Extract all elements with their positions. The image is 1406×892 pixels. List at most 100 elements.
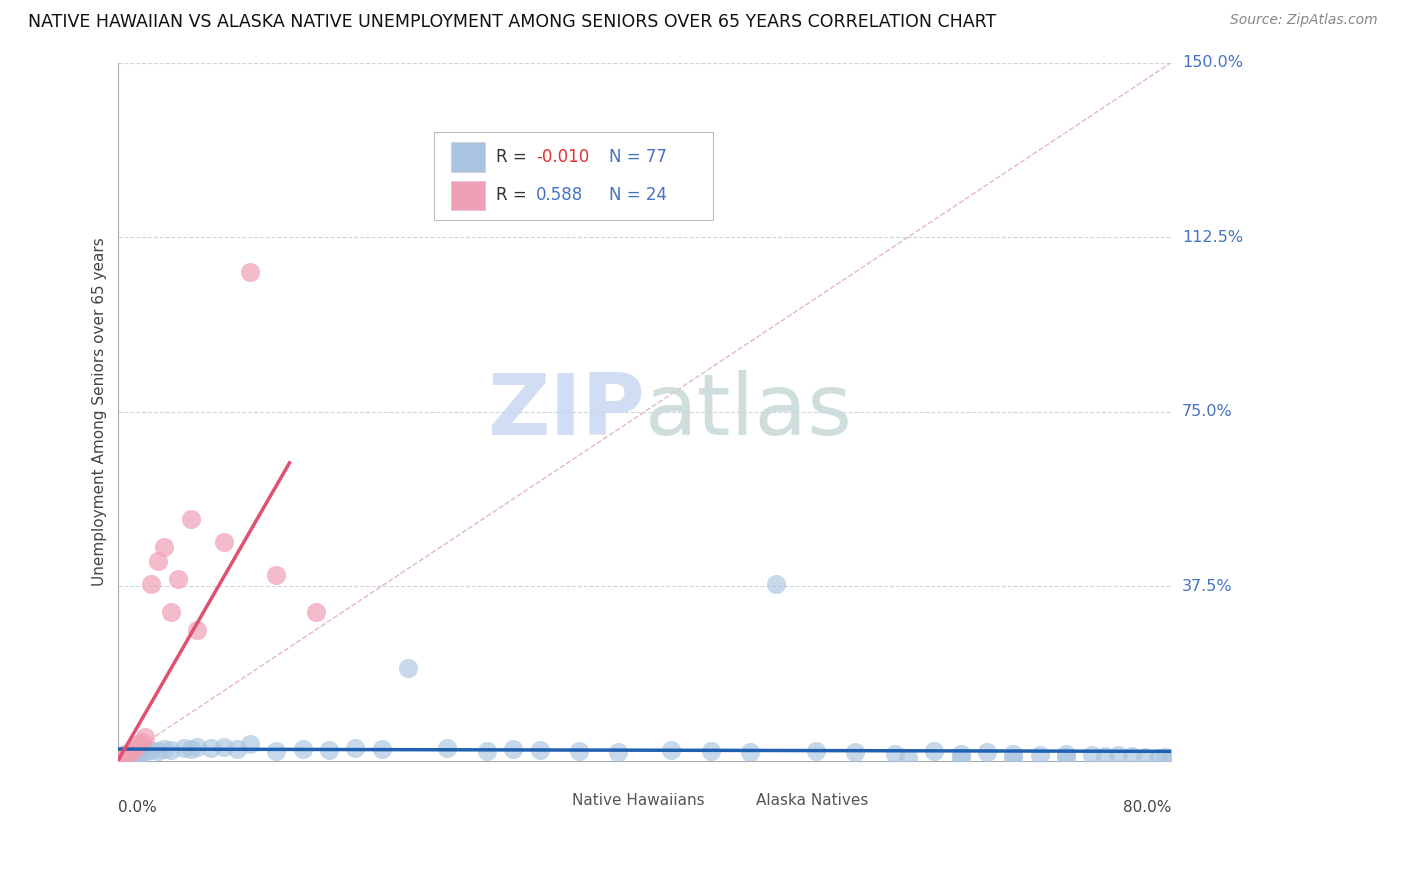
Point — [111, 750, 134, 764]
Point — [107, 753, 129, 767]
Point — [266, 567, 288, 582]
FancyBboxPatch shape — [434, 132, 713, 219]
Point — [475, 744, 498, 758]
Point — [107, 753, 129, 767]
Point — [111, 749, 134, 764]
Text: 112.5%: 112.5% — [1182, 229, 1243, 244]
Point — [128, 747, 150, 761]
Point — [121, 744, 143, 758]
Text: ZIP: ZIP — [486, 370, 645, 453]
Point — [117, 748, 139, 763]
Point — [107, 753, 129, 767]
Text: 37.5%: 37.5% — [1182, 579, 1233, 594]
Point — [107, 753, 129, 767]
Point — [112, 750, 135, 764]
Point — [173, 740, 195, 755]
Text: N = 24: N = 24 — [609, 186, 666, 204]
Point — [1160, 751, 1182, 765]
Point — [107, 752, 129, 766]
Text: atlas: atlas — [645, 370, 853, 453]
Point — [107, 754, 129, 768]
Point — [110, 750, 132, 764]
Point — [976, 745, 998, 759]
Point — [107, 754, 129, 768]
Point — [107, 752, 129, 766]
Point — [1153, 750, 1175, 764]
Point — [738, 745, 761, 759]
FancyBboxPatch shape — [717, 789, 751, 813]
Text: N = 77: N = 77 — [609, 148, 666, 166]
FancyBboxPatch shape — [533, 789, 567, 813]
Text: 75.0%: 75.0% — [1182, 404, 1233, 419]
Point — [1121, 749, 1143, 764]
Point — [111, 751, 134, 765]
Point — [107, 754, 129, 768]
Point — [107, 753, 129, 767]
Point — [436, 740, 458, 755]
Point — [114, 749, 136, 764]
Point — [134, 731, 156, 745]
Point — [344, 740, 367, 755]
Point — [212, 739, 235, 754]
Point — [180, 511, 202, 525]
Point — [153, 742, 176, 756]
Text: R =: R = — [496, 148, 533, 166]
Point — [1133, 750, 1156, 764]
Point — [134, 745, 156, 759]
Point — [110, 751, 132, 765]
Point — [107, 754, 129, 768]
Text: Native Hawaiians: Native Hawaiians — [572, 793, 704, 808]
Point — [131, 744, 153, 758]
Point — [114, 747, 136, 761]
Point — [239, 265, 262, 279]
Point — [266, 744, 288, 758]
Point — [1054, 750, 1077, 764]
Point — [107, 754, 129, 768]
Point — [120, 749, 142, 764]
Text: 0.0%: 0.0% — [118, 799, 157, 814]
Point — [1108, 748, 1130, 763]
Text: 80.0%: 80.0% — [1123, 799, 1171, 814]
Point — [305, 605, 328, 619]
Point — [844, 745, 866, 759]
Point — [396, 660, 419, 674]
Point — [765, 577, 787, 591]
Point — [107, 754, 129, 768]
Point — [186, 624, 208, 638]
Text: Source: ZipAtlas.com: Source: ZipAtlas.com — [1230, 13, 1378, 28]
Point — [141, 577, 163, 591]
Text: NATIVE HAWAIIAN VS ALASKA NATIVE UNEMPLOYMENT AMONG SENIORS OVER 65 YEARS CORREL: NATIVE HAWAIIAN VS ALASKA NATIVE UNEMPLO… — [28, 13, 997, 31]
Point — [180, 742, 202, 756]
Y-axis label: Unemployment Among Seniors over 65 years: Unemployment Among Seniors over 65 years — [93, 237, 107, 586]
Point — [922, 744, 945, 758]
Point — [166, 572, 188, 586]
Point — [107, 754, 129, 768]
Point — [122, 748, 145, 763]
Point — [127, 738, 149, 752]
Point — [118, 748, 141, 763]
FancyBboxPatch shape — [451, 180, 485, 210]
FancyBboxPatch shape — [451, 142, 485, 171]
Text: 150.0%: 150.0% — [1182, 55, 1243, 70]
Point — [1054, 747, 1077, 761]
Text: 0.588: 0.588 — [536, 186, 583, 204]
Point — [186, 739, 208, 754]
Point — [1081, 748, 1104, 763]
Point — [949, 747, 972, 761]
Point — [239, 738, 262, 752]
Point — [131, 735, 153, 749]
Point — [568, 744, 591, 758]
Point — [141, 743, 163, 757]
Point — [370, 742, 392, 756]
Point — [115, 750, 138, 764]
Point — [1002, 747, 1025, 761]
Point — [318, 743, 340, 757]
Point — [153, 540, 176, 554]
Point — [107, 752, 129, 766]
Point — [607, 745, 630, 759]
Point — [699, 744, 721, 758]
Point — [107, 751, 129, 765]
Point — [1147, 751, 1170, 765]
Point — [225, 742, 247, 756]
Point — [160, 743, 183, 757]
